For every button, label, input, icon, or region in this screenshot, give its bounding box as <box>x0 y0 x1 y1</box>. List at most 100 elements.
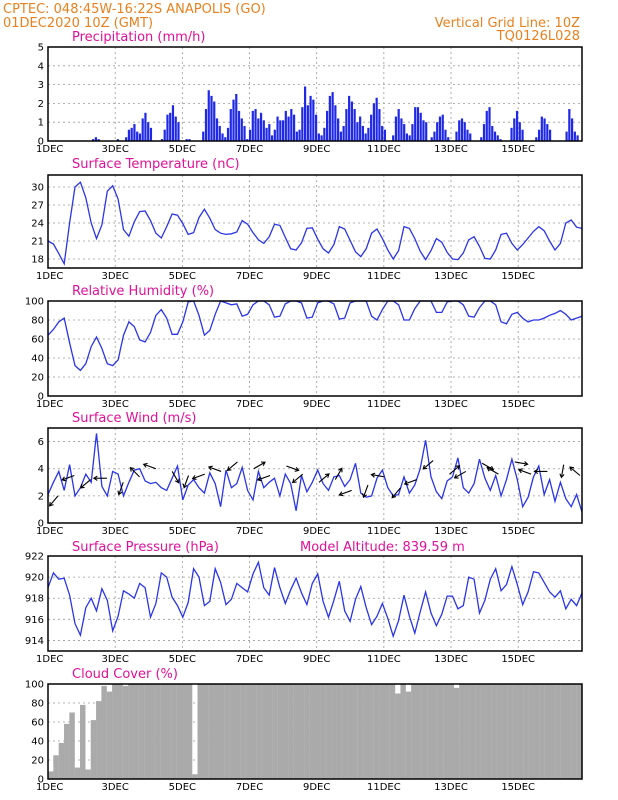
cloud-bar <box>266 684 273 779</box>
cloud-bar <box>507 684 513 779</box>
wind-arrow-head <box>260 461 266 467</box>
wind-arrow <box>191 473 206 480</box>
series-line <box>47 181 583 266</box>
y-tick-label: 5 <box>38 43 44 54</box>
wind-arrow-shaft <box>518 469 532 475</box>
precip-bar <box>430 137 433 141</box>
x-tick-label: 11DEC <box>367 271 401 282</box>
x-tick-label: 11DEC <box>367 144 401 155</box>
panel-frame <box>47 427 583 524</box>
precip-bar <box>383 129 387 141</box>
cloud-bar <box>565 684 572 779</box>
y-tick-label: 18 <box>31 255 44 266</box>
cloud-bar <box>202 684 209 779</box>
cloud-bar <box>389 684 396 779</box>
x-tick-label: 1DEC <box>36 782 63 793</box>
precip-bar <box>469 133 472 141</box>
x-tick-label: 9DEC <box>303 654 330 665</box>
precip-bar <box>268 124 271 141</box>
cloud-bar <box>240 684 246 779</box>
wind-arrow-head <box>142 462 148 468</box>
x-tick-label: 1DEC <box>36 144 63 155</box>
precip-bar <box>270 135 274 141</box>
x-tick-label: 3DEC <box>101 654 128 665</box>
panel-title-wind: Surface Wind (m/s) <box>72 411 196 426</box>
wind-arrow-shaft <box>257 474 271 481</box>
x-tick-label: 15DEC <box>501 271 535 282</box>
wind-arrow-head <box>391 493 397 499</box>
x-tick-label: 15DEC <box>501 526 535 537</box>
cloud-bar <box>411 684 417 779</box>
x-tick-label: 5DEC <box>169 526 196 537</box>
wind-arrow-head <box>191 475 197 480</box>
y-tick-label: 3 <box>38 80 44 91</box>
precip-bar <box>306 105 309 141</box>
precip-bar <box>276 116 279 141</box>
cloud-bar <box>395 693 401 779</box>
x-tick-label: 7DEC <box>236 144 263 155</box>
wind-arrow-shaft <box>560 464 565 478</box>
cloud-bar <box>128 684 134 779</box>
precip-bar <box>565 131 568 141</box>
precip-bar <box>133 124 136 141</box>
y-tick-label: 916 <box>25 615 44 626</box>
precip-bar <box>328 95 331 141</box>
wind-arrow-shaft <box>318 473 330 483</box>
y-tick-label: 4 <box>38 61 44 72</box>
cloud-bar <box>491 684 497 779</box>
wind-arrow-shaft <box>391 487 401 499</box>
precip-bar <box>254 109 257 141</box>
wind-arrow-shaft <box>569 466 581 476</box>
precip-bar <box>312 99 315 141</box>
precip-bar <box>185 139 188 141</box>
cloud-bar <box>315 684 321 779</box>
cloud-bar <box>379 684 385 779</box>
wind-arrow-shaft <box>118 482 124 495</box>
precip-bar <box>94 137 97 141</box>
cloud-bar <box>218 684 225 779</box>
precip-bar <box>521 129 524 141</box>
wind-arrow-shaft <box>253 461 266 470</box>
wind-arrow-head <box>486 466 492 472</box>
wind-arrow-shaft <box>171 471 180 483</box>
cloud-bar <box>485 684 492 779</box>
wind-arrow-head <box>569 466 575 472</box>
wind-arrow-shaft <box>422 460 434 470</box>
cloud-bar <box>250 684 257 779</box>
x-tick-label: 5DEC <box>169 782 196 793</box>
x-tick-label: 15DEC <box>501 144 535 155</box>
wind-arrow <box>182 475 190 489</box>
y-tick-label: 920 <box>25 573 44 584</box>
cloud-bar <box>437 684 444 779</box>
precip-bar <box>262 120 265 141</box>
wind-arrow <box>256 474 271 482</box>
precip-bar <box>356 122 359 141</box>
x-tick-label: 5DEC <box>169 271 196 282</box>
plot-panels: 1DEC 3DEC 5DEC 7DEC 9DEC 11DEC 13DEC 15DEC 0 1 2 3 4… <box>25 43 583 793</box>
cloud-bar <box>512 684 519 779</box>
cloud-bar <box>229 684 236 779</box>
wind-arrow <box>226 461 238 471</box>
wind-arrow <box>403 479 418 486</box>
wind-arrow <box>514 461 529 467</box>
cloud-bar <box>347 684 353 779</box>
precip-bar <box>163 129 166 141</box>
x-tick-label: 11DEC <box>367 526 401 537</box>
panel-frame <box>47 300 583 397</box>
precip-bar <box>403 124 406 141</box>
precip-bar <box>257 118 260 141</box>
wind-arrow <box>117 482 124 496</box>
precip-bar <box>281 120 285 141</box>
precip-bar <box>543 118 546 141</box>
x-tick-label: 3DEC <box>101 782 128 793</box>
y-tick-label: 60 <box>31 335 44 346</box>
precip-bar <box>488 107 491 141</box>
precip-bar <box>482 124 486 141</box>
precip-bar <box>218 125 221 141</box>
series-line <box>47 560 583 639</box>
wind-arrow-head <box>517 468 523 474</box>
precip-bar <box>411 124 414 141</box>
cloud-bar <box>320 684 326 779</box>
x-tick-label: 1DEC <box>36 399 63 410</box>
cloud-bar <box>555 684 561 779</box>
